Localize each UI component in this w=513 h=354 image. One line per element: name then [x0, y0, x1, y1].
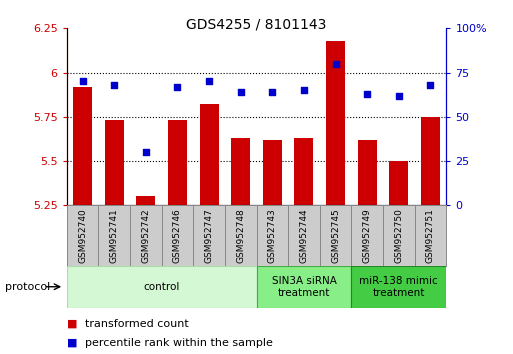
Point: [363, 91, 371, 97]
Bar: [421, 117, 440, 205]
Text: control: control: [144, 282, 180, 292]
Text: GDS4255 / 8101143: GDS4255 / 8101143: [186, 18, 327, 32]
Bar: [256, 205, 288, 266]
Bar: [162, 205, 193, 266]
Text: ■: ■: [67, 319, 77, 329]
Bar: [383, 205, 415, 266]
Bar: [73, 87, 92, 205]
Text: GSM952740: GSM952740: [78, 208, 87, 263]
Point: [236, 89, 245, 95]
Text: percentile rank within the sample: percentile rank within the sample: [85, 338, 272, 348]
Text: GSM952747: GSM952747: [205, 208, 213, 263]
Text: miR-138 mimic
treatment: miR-138 mimic treatment: [360, 276, 438, 298]
Bar: [288, 205, 320, 266]
Bar: [231, 138, 250, 205]
Point: [173, 84, 182, 90]
Point: [78, 79, 87, 84]
Text: SIN3A siRNA
treatment: SIN3A siRNA treatment: [271, 276, 337, 298]
Text: GSM952750: GSM952750: [394, 208, 403, 263]
Bar: [415, 205, 446, 266]
Bar: [130, 205, 162, 266]
Text: GSM952748: GSM952748: [236, 208, 245, 263]
Point: [110, 82, 118, 88]
Bar: [67, 205, 98, 266]
Point: [300, 87, 308, 93]
Bar: [263, 140, 282, 205]
Bar: [136, 196, 155, 205]
Text: GSM952744: GSM952744: [300, 208, 308, 263]
Bar: [351, 266, 446, 308]
Point: [142, 149, 150, 155]
Bar: [193, 205, 225, 266]
Text: ■: ■: [67, 338, 77, 348]
Bar: [326, 41, 345, 205]
Bar: [105, 120, 124, 205]
Point: [268, 89, 277, 95]
Text: GSM952749: GSM952749: [363, 208, 372, 263]
Point: [331, 61, 340, 67]
Bar: [168, 120, 187, 205]
Bar: [98, 205, 130, 266]
Text: protocol: protocol: [5, 282, 50, 292]
Bar: [256, 266, 351, 308]
Text: GSM952742: GSM952742: [141, 208, 150, 263]
Bar: [225, 205, 256, 266]
Point: [426, 82, 435, 88]
Bar: [320, 205, 351, 266]
Bar: [358, 140, 377, 205]
Text: GSM952741: GSM952741: [110, 208, 119, 263]
Bar: [351, 205, 383, 266]
Bar: [389, 161, 408, 205]
Text: GSM952751: GSM952751: [426, 208, 435, 263]
Text: GSM952745: GSM952745: [331, 208, 340, 263]
Point: [205, 79, 213, 84]
Bar: [294, 138, 313, 205]
Point: [394, 93, 403, 98]
Text: GSM952746: GSM952746: [173, 208, 182, 263]
Bar: [200, 104, 219, 205]
Text: transformed count: transformed count: [85, 319, 188, 329]
Text: GSM952743: GSM952743: [268, 208, 277, 263]
Bar: [67, 266, 256, 308]
